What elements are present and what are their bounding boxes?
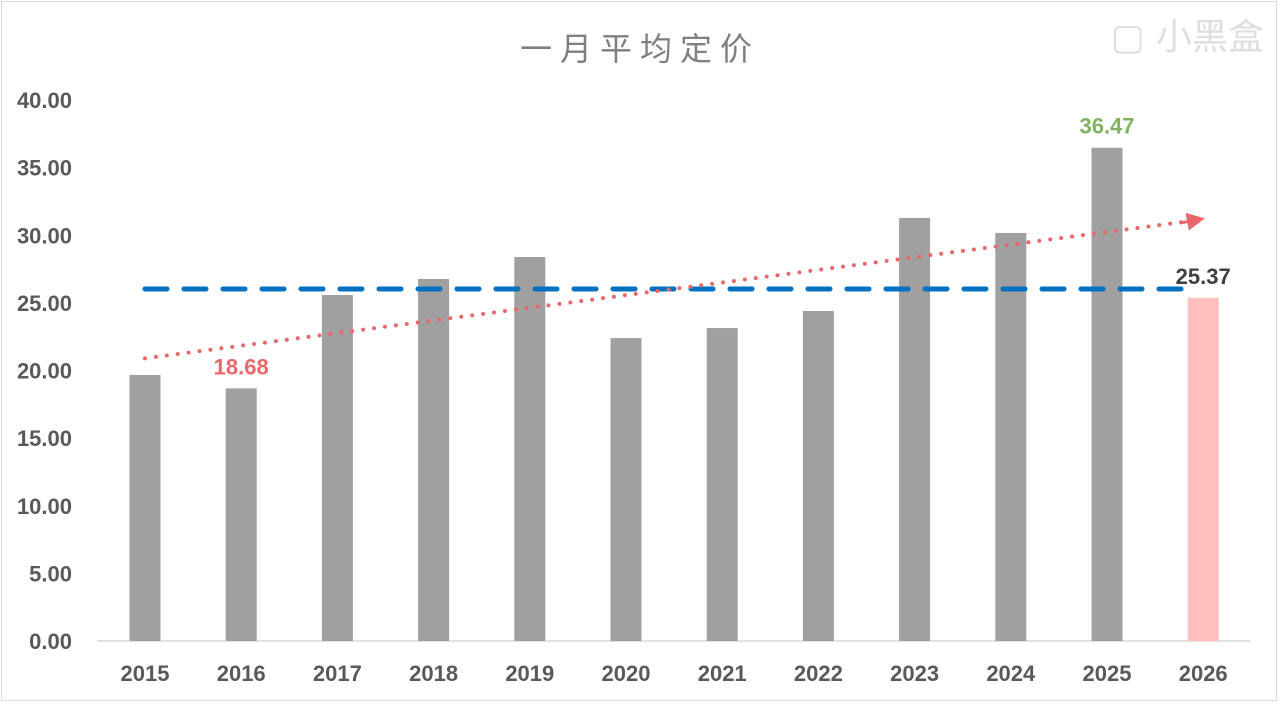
data-label: 18.68: [214, 354, 269, 379]
bar-2021: [706, 328, 738, 641]
x-tick-label: 2022: [794, 661, 843, 686]
watermark-logo: ▢ 小黑盒: [1111, 8, 1264, 60]
watermark-box-icon: ▢: [1110, 17, 1156, 58]
chart-title: 一月平均定价: [519, 30, 760, 68]
bar-2015: [129, 374, 161, 641]
bar-2024: [995, 232, 1027, 641]
data-label: 36.47: [1079, 114, 1134, 139]
x-tick-label: 2023: [890, 661, 939, 686]
y-tick-label: 35.00: [17, 156, 72, 181]
y-tick-label: 25.00: [17, 291, 72, 316]
bar-2025: [1091, 147, 1123, 641]
bar-2026: [1187, 297, 1219, 641]
data-label: 25.37: [1176, 264, 1231, 289]
y-tick-label: 5.00: [29, 561, 72, 586]
y-tick-label: 30.00: [17, 223, 72, 248]
bar-2018: [418, 278, 450, 641]
x-tick-label: 2025: [1083, 661, 1132, 686]
x-tick-label: 2024: [986, 661, 1036, 686]
y-tick-label: 10.00: [17, 494, 72, 519]
bar-2016: [225, 388, 257, 641]
bar-2023: [899, 217, 931, 642]
y-tick-label: 0.00: [29, 629, 72, 654]
bar-2022: [802, 310, 834, 641]
watermark-text: 小黑盒: [1155, 17, 1264, 58]
x-tick-label: 2020: [602, 661, 651, 686]
trend-line: [143, 219, 1192, 361]
y-tick-label: 40.00: [17, 88, 72, 113]
x-tick-label: 2026: [1179, 661, 1228, 686]
x-tick-label: 2017: [313, 661, 362, 686]
x-tick-label: 2016: [217, 661, 266, 686]
x-tick-label: 2018: [409, 661, 458, 686]
x-tick-label: 2021: [698, 661, 747, 686]
x-tick-label: 2019: [505, 661, 554, 686]
bar-2017: [321, 295, 353, 641]
y-tick-label: 20.00: [17, 359, 72, 384]
y-tick-label: 15.00: [17, 426, 72, 451]
bar-2019: [514, 257, 546, 641]
x-tick-label: 2015: [121, 661, 170, 686]
trend-arrow-icon: [1179, 212, 1205, 231]
bar-2020: [610, 338, 642, 641]
